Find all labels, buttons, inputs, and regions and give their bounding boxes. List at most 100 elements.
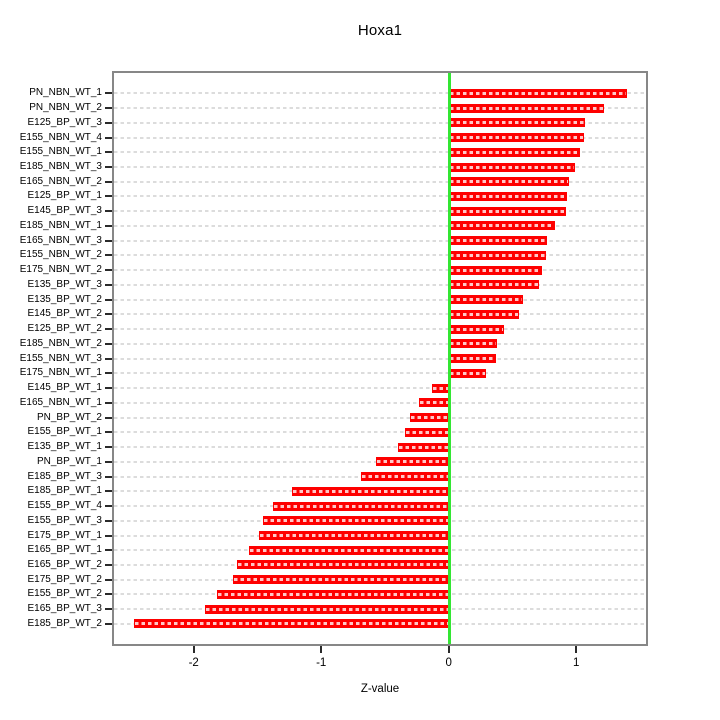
- bar: [448, 368, 486, 378]
- bar: [448, 280, 540, 290]
- y-tick-label: E165_BP_WT_3: [27, 603, 103, 615]
- bar: [432, 383, 449, 393]
- gridline: [114, 269, 646, 272]
- bar: [419, 398, 449, 408]
- y-axis-tick: [105, 563, 112, 566]
- y-axis-tick: [105, 136, 112, 139]
- x-tick-label: -1: [316, 657, 327, 669]
- y-tick-label: E155_BP_WT_3: [27, 514, 103, 526]
- y-tick-label: E165_BP_WT_2: [27, 558, 103, 570]
- x-axis-tick: [447, 646, 450, 653]
- y-tick-label: E125_BP_WT_3: [27, 116, 103, 128]
- bar: [237, 560, 449, 570]
- x-axis-tick: [192, 646, 195, 653]
- bar: [448, 88, 628, 98]
- y-axis-tick: [105, 372, 112, 375]
- y-tick-label: E155_BP_WT_4: [27, 500, 103, 512]
- y-axis-tick: [105, 328, 112, 331]
- gridline: [114, 313, 646, 316]
- bar-gridline-overlay: [449, 357, 495, 361]
- bar-gridline-overlay: [449, 312, 518, 316]
- y-tick-label: E185_BP_WT_1: [27, 485, 103, 497]
- y-axis-tick: [105, 254, 112, 257]
- bar: [448, 103, 605, 113]
- bar-gridline-overlay: [259, 534, 448, 537]
- bar-gridline-overlay: [449, 342, 497, 346]
- y-tick-label: PN_BP_WT_1: [36, 455, 102, 467]
- x-tick-label: 0: [445, 657, 452, 669]
- bar: [272, 501, 449, 511]
- y-tick-label: E165_NBN_WT_1: [19, 396, 102, 408]
- plot-area: [112, 71, 648, 646]
- bar: [397, 442, 449, 452]
- bar-gridline-overlay: [449, 91, 627, 95]
- bar-gridline-overlay: [134, 622, 448, 626]
- bar: [448, 133, 584, 143]
- y-tick-label: E175_BP_WT_1: [27, 529, 103, 541]
- y-axis-tick: [105, 357, 112, 360]
- bar-gridline-overlay: [449, 150, 579, 154]
- y-tick-label: PN_NBN_WT_2: [29, 102, 102, 114]
- bar-gridline-overlay: [263, 519, 448, 523]
- bar-gridline-overlay: [411, 416, 448, 420]
- gridline: [114, 298, 646, 301]
- gridline: [114, 446, 646, 449]
- bar: [448, 206, 566, 216]
- bar-gridline-overlay: [361, 475, 448, 479]
- bar-gridline-overlay: [217, 592, 448, 596]
- y-tick-label: E155_NBN_WT_2: [19, 249, 102, 261]
- y-tick-label: E155_NBN_WT_3: [19, 352, 102, 364]
- bar-gridline-overlay: [420, 401, 448, 405]
- bar: [248, 545, 449, 555]
- y-axis-tick: [105, 431, 112, 434]
- bar-gridline-overlay: [449, 136, 583, 140]
- y-axis-tick: [105, 519, 112, 522]
- gridline: [114, 239, 646, 242]
- gridline: [114, 224, 646, 227]
- bar: [448, 147, 580, 157]
- bar: [448, 324, 504, 334]
- y-axis-tick: [105, 475, 112, 478]
- y-axis-tick: [105, 121, 112, 124]
- bar: [205, 604, 449, 614]
- y-tick-label: E185_BP_WT_3: [27, 470, 103, 482]
- y-axis-tick: [105, 534, 112, 537]
- bar: [448, 295, 523, 305]
- bar: [216, 589, 449, 599]
- x-axis-tick: [575, 646, 578, 653]
- bar-gridline-overlay: [449, 253, 545, 257]
- gridline: [114, 180, 646, 183]
- bar-gridline-overlay: [249, 548, 448, 552]
- y-axis-tick: [105, 505, 112, 508]
- y-tick-label: E135_BP_WT_1: [27, 441, 103, 453]
- bar-gridline-overlay: [449, 106, 604, 110]
- y-axis-tick: [105, 298, 112, 301]
- bar: [448, 354, 496, 364]
- y-axis-tick: [105, 416, 112, 419]
- y-axis-tick: [105, 593, 112, 596]
- gridline: [114, 210, 646, 213]
- y-tick-label: E185_NBN_WT_1: [19, 219, 102, 231]
- bar: [448, 191, 568, 201]
- bar-gridline-overlay: [449, 180, 568, 184]
- bar: [448, 309, 519, 319]
- y-tick-label: E155_BP_WT_1: [27, 426, 103, 438]
- bar: [291, 486, 449, 496]
- bar-gridline-overlay: [449, 194, 567, 198]
- gridline: [114, 283, 646, 286]
- bar: [448, 162, 575, 172]
- y-tick-label: E185_BP_WT_2: [27, 617, 103, 629]
- y-tick-label: E125_BP_WT_2: [27, 323, 103, 335]
- y-tick-label: E135_BP_WT_3: [27, 278, 103, 290]
- gridline: [114, 431, 646, 434]
- y-axis-tick: [105, 151, 112, 154]
- bar: [448, 221, 555, 231]
- bar-gridline-overlay: [273, 504, 448, 508]
- y-tick-label: E155_NBN_WT_4: [19, 131, 102, 143]
- zero-line: [447, 73, 451, 644]
- bar: [133, 619, 449, 629]
- bar: [233, 575, 449, 585]
- y-axis-tick: [105, 283, 112, 286]
- gridline: [114, 387, 646, 390]
